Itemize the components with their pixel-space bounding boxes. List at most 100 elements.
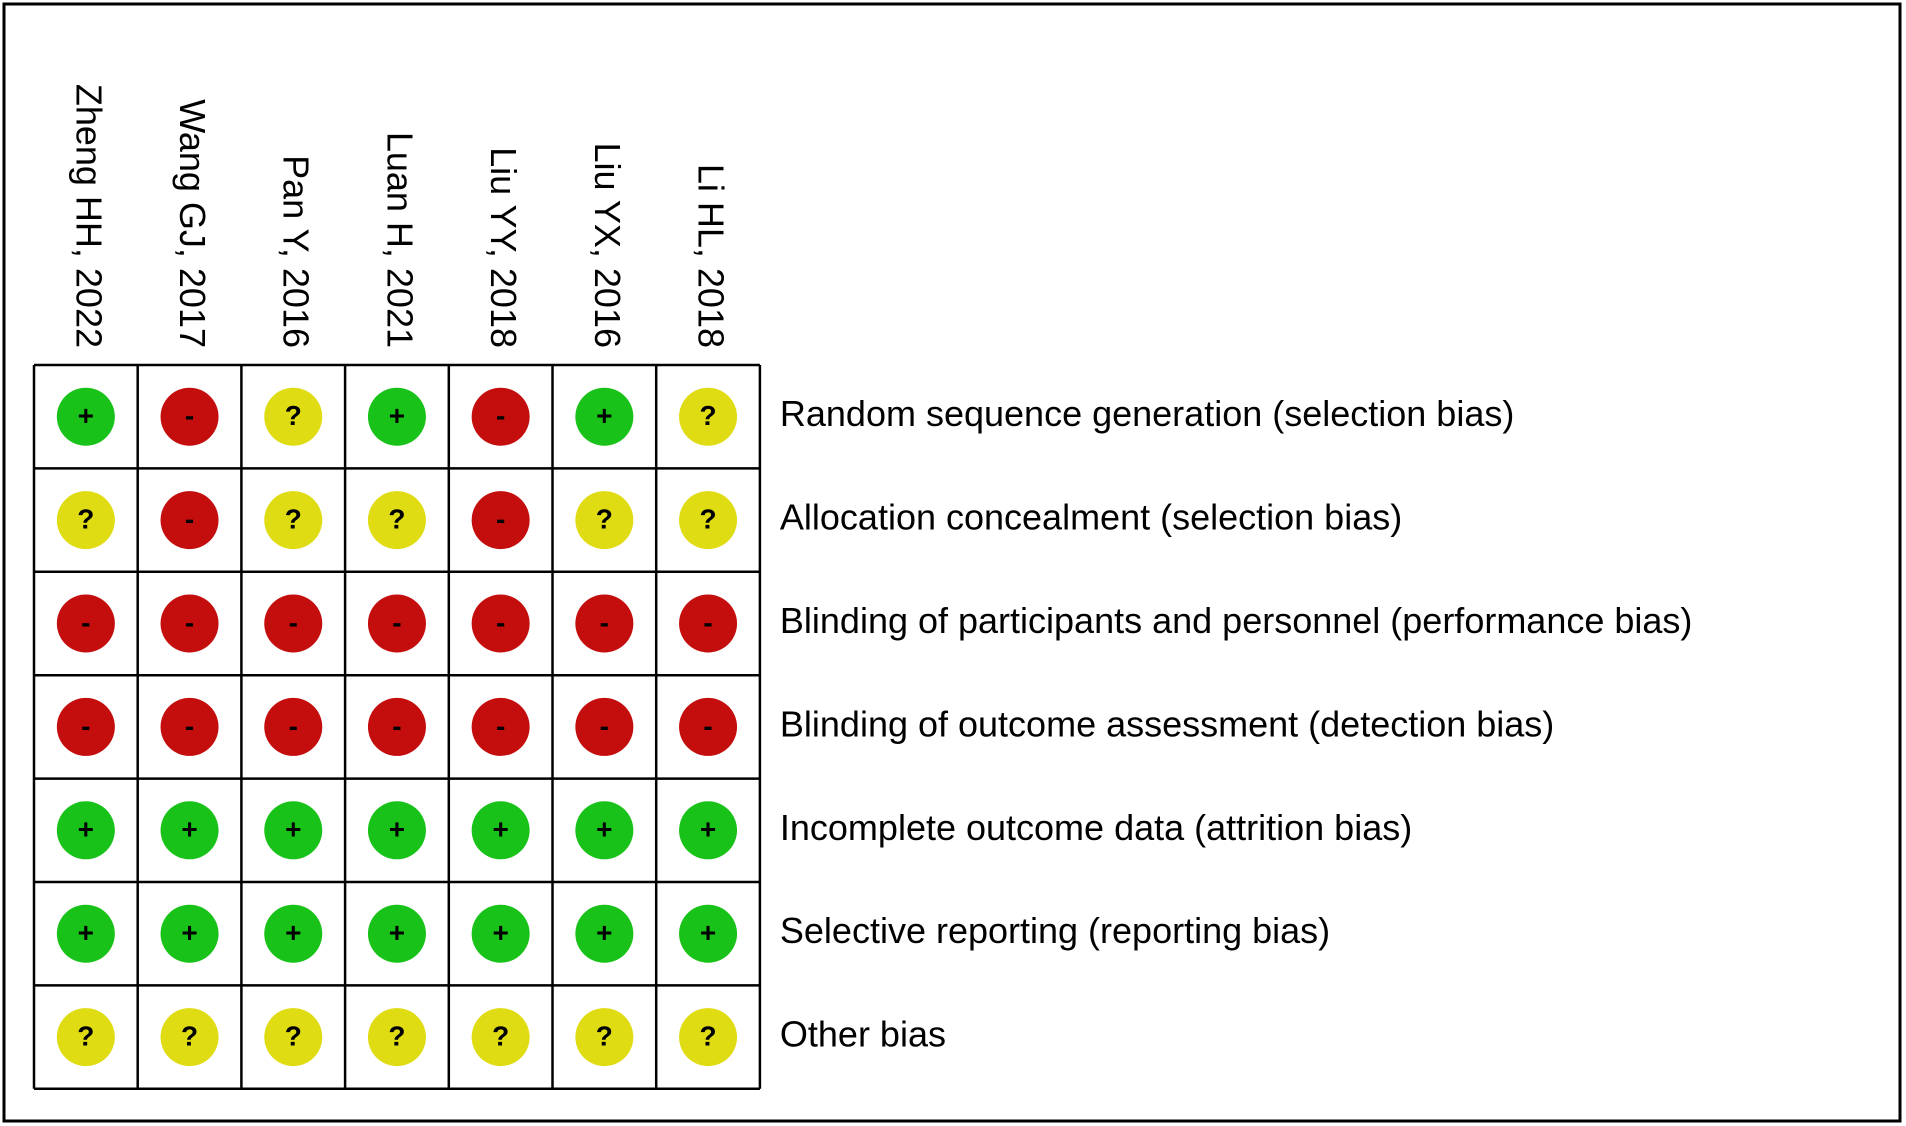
judgment-circle (575, 1008, 634, 1067)
judgment-symbol: - (185, 400, 194, 431)
judgment-circle (679, 697, 738, 756)
judgment-symbol: + (492, 814, 508, 845)
domain-label: Blinding of outcome assessment (detectio… (780, 703, 1554, 744)
judgment-symbol: + (181, 917, 197, 948)
judgment-symbol: + (389, 814, 405, 845)
judgment-circle (471, 801, 530, 860)
study-label: Pan Y, 2016 (276, 155, 317, 348)
judgment-symbol: ? (388, 503, 405, 534)
judgment-circle (679, 904, 738, 963)
judgment-symbol: - (81, 710, 90, 741)
judgment-circle (679, 491, 738, 550)
study-label: Li HL, 2018 (691, 164, 732, 348)
judgment-circle (471, 904, 530, 963)
judgment-symbol: - (703, 607, 712, 638)
judgment-circle (679, 387, 738, 446)
judgment-symbol: ? (285, 503, 302, 534)
judgment-symbol: + (389, 400, 405, 431)
domain-label: Other bias (780, 1014, 946, 1055)
judgment-symbol: + (389, 917, 405, 948)
judgment-circle (575, 904, 634, 963)
judgment-symbol: - (185, 710, 194, 741)
judgment-circle (367, 491, 426, 550)
judgment-circle (679, 1008, 738, 1067)
judgment-circle (56, 904, 115, 963)
judgment-circle (160, 801, 219, 860)
judgment-symbol: - (81, 607, 90, 638)
judgment-circle (264, 801, 323, 860)
judgment-symbol: - (496, 503, 505, 534)
judgment-symbol: - (289, 710, 298, 741)
judgment-circle (471, 697, 530, 756)
judgment-circle (575, 594, 634, 653)
judgment-circle (160, 387, 219, 446)
judgment-circle (56, 1008, 115, 1067)
judgment-circle (679, 594, 738, 653)
judgment-circle (56, 594, 115, 653)
judgment-symbol: ? (77, 503, 94, 534)
judgment-circle (367, 801, 426, 860)
judgment-symbol: + (700, 814, 716, 845)
judgment-symbol: + (78, 917, 94, 948)
judgment-symbol: + (285, 814, 301, 845)
judgment-circle (264, 387, 323, 446)
judgment-symbol: + (78, 814, 94, 845)
judgment-symbol: + (596, 814, 612, 845)
judgment-symbol: - (392, 607, 401, 638)
study-label: Zheng HH, 2022 (68, 84, 109, 348)
judgment-circle (264, 1008, 323, 1067)
judgment-symbol: ? (77, 1020, 94, 1051)
judgment-symbol: - (185, 503, 194, 534)
judgment-circle (367, 387, 426, 446)
judgment-circle (56, 801, 115, 860)
judgment-circle (160, 594, 219, 653)
judgment-circle (471, 1008, 530, 1067)
judgment-symbol: - (185, 607, 194, 638)
judgment-symbol: - (496, 607, 505, 638)
judgment-circle (367, 594, 426, 653)
judgment-circle (575, 491, 634, 550)
judgment-symbol: ? (492, 1020, 509, 1051)
judgment-circle (264, 594, 323, 653)
judgment-symbol: - (392, 710, 401, 741)
judgment-symbol: + (700, 917, 716, 948)
judgment-circle (471, 594, 530, 653)
judgment-symbol: ? (181, 1020, 198, 1051)
judgment-circle (160, 491, 219, 550)
judgment-symbol: ? (699, 400, 716, 431)
judgment-circle (367, 697, 426, 756)
judgment-circle (264, 697, 323, 756)
judgment-circle (160, 697, 219, 756)
judgment-symbol: + (181, 814, 197, 845)
domain-label: Selective reporting (reporting bias) (780, 910, 1330, 951)
judgment-circle (264, 491, 323, 550)
judgment-circle (160, 1008, 219, 1067)
judgment-circle (575, 697, 634, 756)
judgment-circle (160, 904, 219, 963)
domain-label: Blinding of participants and personnel (… (780, 600, 1693, 641)
judgment-symbol: - (496, 710, 505, 741)
judgment-circle (575, 801, 634, 860)
domain-label: Incomplete outcome data (attrition bias) (780, 807, 1412, 848)
judgment-symbol: + (596, 400, 612, 431)
study-label: Liu YX, 2016 (587, 142, 628, 348)
judgment-symbol: + (596, 917, 612, 948)
judgment-circle (56, 697, 115, 756)
judgment-circle (56, 491, 115, 550)
domain-label: Allocation concealment (selection bias) (780, 497, 1402, 538)
domain-label: Random sequence generation (selection bi… (780, 393, 1514, 434)
judgment-symbol: ? (699, 1020, 716, 1051)
judgment-symbol: ? (699, 503, 716, 534)
judgment-symbol: + (78, 400, 94, 431)
judgment-circle (367, 904, 426, 963)
judgment-circle (575, 387, 634, 446)
study-label: Wang GJ, 2017 (172, 99, 213, 348)
judgment-symbol: - (289, 607, 298, 638)
judgment-circle (367, 1008, 426, 1067)
judgment-symbol: ? (388, 1020, 405, 1051)
judgment-symbol: - (600, 710, 609, 741)
judgment-circle (471, 387, 530, 446)
judgment-circle (56, 387, 115, 446)
